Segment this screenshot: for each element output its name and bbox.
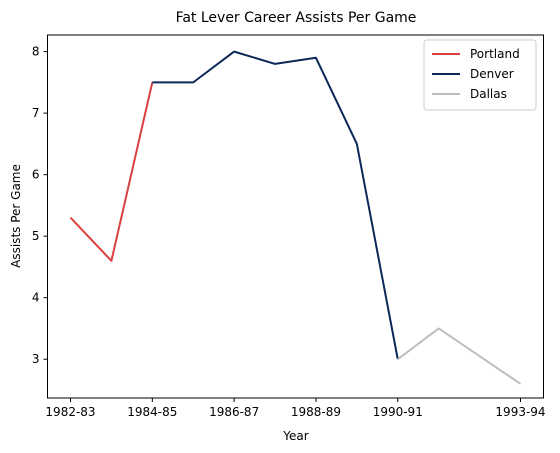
x-axis: 1982-83 1984-85 1986-87 1988-89 1990-91 1993-… [45,398,546,419]
x-tick-label: 1988-89 [291,405,341,419]
legend: Portland Denver Dallas [423,39,537,111]
y-tick-label: 8 [32,45,40,59]
x-tick-label: 1984-85 [127,405,177,419]
legend-label-dallas: Dallas [470,87,507,101]
x-tick-label: 1986-87 [209,405,259,419]
legend-label-denver: Denver [470,67,514,81]
y-axis-title: Assists Per Game [9,164,23,268]
y-tick-label: 4 [32,291,40,305]
series-line-dallas [397,327,522,385]
legend-label-portland: Portland [470,47,520,61]
y-tick-label: 7 [32,106,40,120]
plot-frame [47,34,544,399]
series-layer [69,50,522,385]
chart-title: Fat Lever Career Assists Per Game [176,10,417,26]
y-tick-label: 5 [32,229,40,243]
series-line-denver [152,50,399,360]
x-axis-title: Year [282,429,308,443]
y-axis: 3 4 5 6 7 8 [32,45,48,366]
legend-box [423,39,537,111]
y-tick-label: 6 [32,168,40,182]
series-line-portland [69,82,154,262]
y-tick-label: 3 [32,352,40,366]
x-tick-label: 1982-83 [45,405,95,419]
x-tick-label: 1993-94 [495,405,545,419]
x-tick-label: 1990-91 [373,405,423,419]
